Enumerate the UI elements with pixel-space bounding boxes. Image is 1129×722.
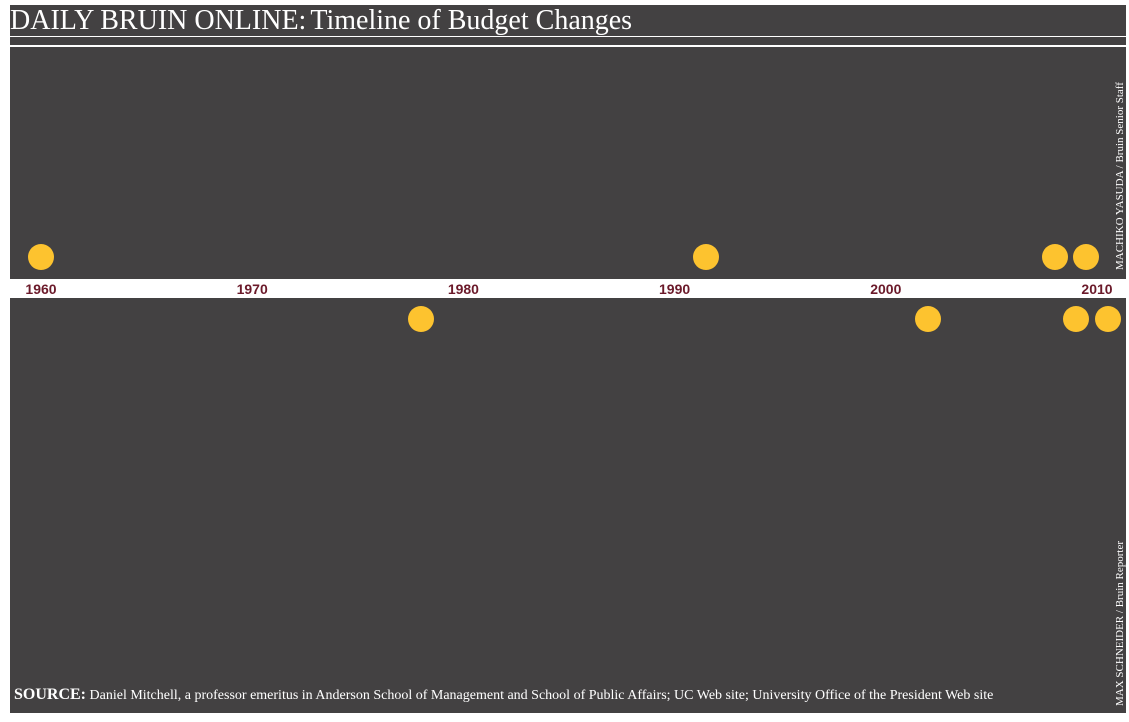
header-divider — [10, 37, 1126, 45]
timeline-top-panel — [10, 47, 1126, 279]
timeline-dot[interactable] — [1094, 306, 1121, 332]
source-label: SOURCE: — [14, 686, 87, 703]
timeline-dot[interactable] — [1073, 244, 1100, 270]
timeline-dot[interactable] — [1062, 306, 1089, 332]
timeline-bottom-panel — [10, 298, 1126, 713]
timeline-dot[interactable] — [693, 244, 720, 270]
timeline-dot[interactable] — [915, 306, 942, 332]
page-header: DAILY BRUIN ONLINE: Timeline of Budget C… — [10, 5, 1126, 36]
timeline-dot[interactable] — [28, 244, 54, 270]
page-title: Timeline of Budget Changes — [310, 5, 633, 36]
axis-tick-1990: 1990 — [659, 281, 691, 297]
timeline-axis — [10, 279, 1126, 298]
photo-credit-bottom: MAX SCHNEIDER / Bruin Reporter — [1114, 541, 1126, 706]
axis-tick-1980: 1980 — [447, 281, 479, 297]
axis-tick-1970: 1970 — [236, 281, 268, 297]
timeline-dot[interactable] — [1041, 244, 1068, 270]
axis-tick-2000: 2000 — [870, 281, 902, 297]
photo-credit-top: MACHIKO YASUDA / Bruin Senior Staff — [1114, 82, 1126, 270]
axis-tick-2010: 2010 — [1081, 281, 1113, 297]
source-text: Daniel Mitchell, a professor emeritus in… — [89, 688, 994, 703]
timeline-dot[interactable] — [408, 306, 435, 332]
brand-title: DAILY BRUIN ONLINE: — [10, 5, 307, 36]
source-line: SOURCE: Daniel Mitchell, a professor eme… — [14, 686, 993, 704]
axis-tick-1960: 1960 — [25, 281, 57, 297]
